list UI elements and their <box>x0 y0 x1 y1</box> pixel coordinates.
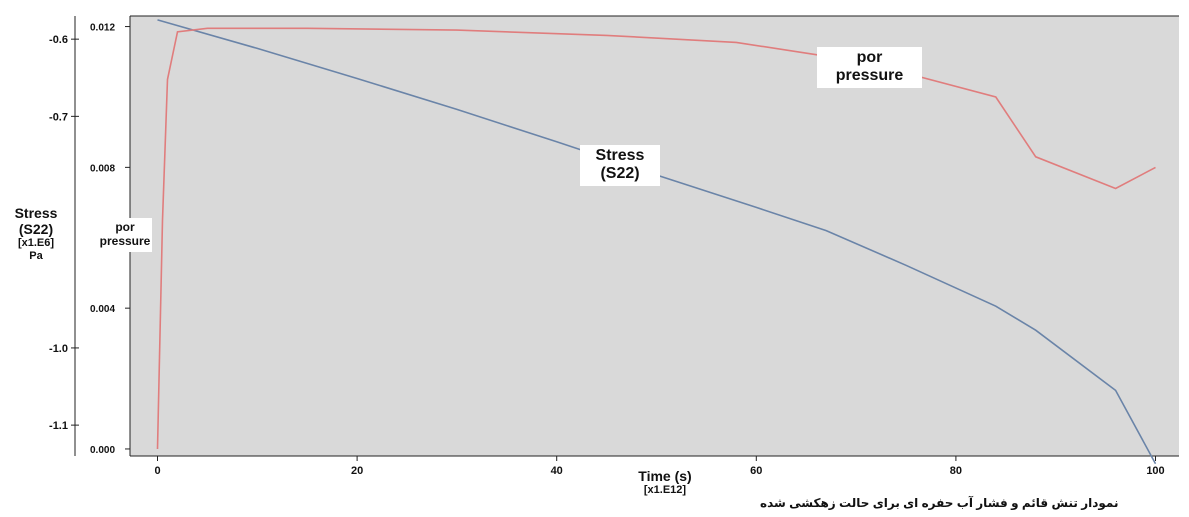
stress-series-line <box>157 19 1157 465</box>
left-axis-title-line-1: Stress <box>14 205 58 221</box>
x-tick-label: 20 <box>351 465 363 477</box>
por-pressure-series-label: por pressure <box>817 47 922 88</box>
figure-caption: نمودار تنش قائم و فشار آب حفره ای برای ح… <box>760 496 1119 510</box>
left-axis-title-line-3: [x1.E6] <box>17 237 55 250</box>
x-axis-title-text: Time (s) <box>638 468 692 484</box>
por-pressure-label-line-1: por <box>856 49 883 66</box>
left-y-tick-label: -0.6 <box>49 34 68 46</box>
stress-series-label: Stress (S22) <box>580 145 660 186</box>
right-y-tick-label: 0.000 <box>90 445 115 456</box>
x-tick-label: 40 <box>551 465 563 477</box>
x-axis-scale: [x1.E12] <box>643 484 687 497</box>
x-tick-label: 0 <box>154 465 160 477</box>
right-axis-title-line-2: pressure <box>99 233 151 248</box>
stress-series-label-line-2: (S22) <box>600 165 640 183</box>
left-y-tick-label: -0.7 <box>49 111 68 123</box>
x-tick-label: 60 <box>750 465 762 477</box>
right-y-tick-label: 0.004 <box>90 304 115 315</box>
por-pressure-label-line-2: pressure <box>835 67 904 85</box>
x-tick-label: 100 <box>1146 465 1164 477</box>
left-y-tick-label: -1.1 <box>49 420 68 432</box>
stress-series-label-line-1: Stress <box>595 147 645 164</box>
por-pressure-series-line <box>156 27 1156 450</box>
x-tick-label: 80 <box>950 465 962 477</box>
right-y-tick-label: 0.008 <box>90 163 115 174</box>
right-axis-title: por pressure <box>98 218 152 252</box>
plot-area <box>130 16 1179 456</box>
left-axis-title-line-4: Pa <box>29 249 43 262</box>
x-axis-title: Time (s) [x1.E12] <box>620 468 710 497</box>
left-axis-title: Stress (S22) [x1.E6] Pa <box>6 205 66 262</box>
left-y-tick-label: -1.0 <box>49 343 68 355</box>
right-y-tick-label: 0.012 <box>90 23 115 34</box>
right-axis-title-line-1: por <box>115 220 135 234</box>
left-axis-title-line-2: (S22) <box>18 221 54 238</box>
